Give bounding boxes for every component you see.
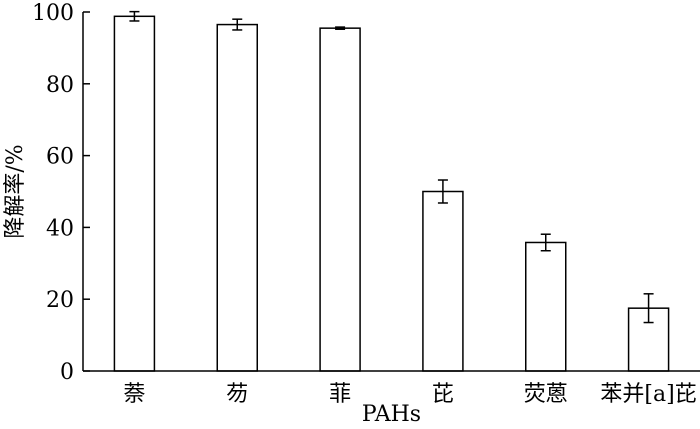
x-category-label: 萘 (123, 382, 145, 407)
x-category-label: 菲 (329, 382, 351, 407)
y-tick-label: 60 (46, 145, 74, 170)
x-labels-group: 萘 芴 菲 芘 荧蒽 苯并[a]芘 (123, 382, 696, 407)
y-tick-label: 40 (46, 216, 74, 241)
error-bars-group (129, 10, 654, 324)
y-tick-label: 80 (46, 73, 74, 98)
y-tick-label: 100 (32, 1, 74, 26)
bar (422, 190, 464, 372)
y-tick-label: 0 (60, 360, 74, 385)
y-ticks-group: 0 20 40 60 80 100 (32, 1, 90, 385)
bar (216, 23, 258, 372)
y-tick-label: 20 (46, 288, 74, 313)
bar (319, 27, 361, 372)
plot-area: 0 20 40 60 80 100 萘 芴 菲 芘 荧蒽 苯并[a]芘 (32, 1, 700, 407)
bars-group (113, 15, 670, 372)
x-category-label: 荧蒽 (524, 382, 568, 407)
x-category-label: 芘 (432, 382, 454, 407)
bar (525, 241, 567, 372)
x-axis-title: PAHs (362, 402, 421, 427)
bar (113, 15, 156, 372)
x-category-label: 苯并[a]芘 (600, 382, 696, 407)
y-axis-title: 降解率/% (3, 144, 28, 238)
x-category-label: 芴 (226, 382, 248, 407)
